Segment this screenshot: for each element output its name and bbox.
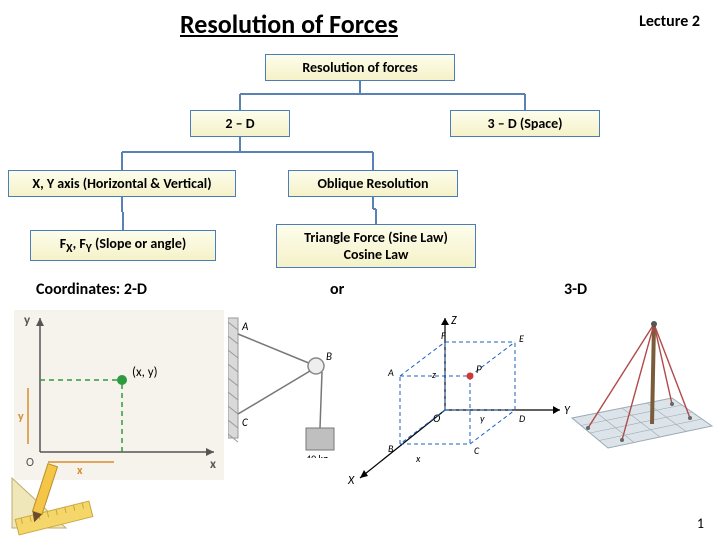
svg-text:C: C bbox=[242, 416, 248, 429]
svg-text:y: y bbox=[480, 412, 485, 425]
diagram-3d-axes: YZXOPABCDEFxyz bbox=[330, 310, 580, 485]
tree-oblique: Oblique Resolution bbox=[288, 170, 458, 197]
svg-text:B: B bbox=[388, 442, 394, 455]
tree-fxfy: FX, FY (Slope or angle) bbox=[30, 230, 216, 261]
tree-2d: 2 – D bbox=[190, 110, 290, 137]
svg-text:X: X bbox=[347, 474, 355, 485]
svg-text:z: z bbox=[432, 368, 436, 381]
svg-text:F: F bbox=[441, 329, 446, 342]
svg-text:Z: Z bbox=[451, 314, 457, 328]
svg-text:40 kg: 40 kg bbox=[306, 452, 328, 458]
tree-root: Resolution of forces bbox=[265, 54, 455, 81]
svg-text:D: D bbox=[519, 412, 525, 425]
label-coord-2d: Coordinates: 2-D bbox=[36, 280, 147, 299]
tree-triangle-force: Triangle Force (Sine Law)Cosine Law bbox=[276, 224, 476, 268]
svg-text:P: P bbox=[476, 363, 482, 376]
svg-text:E: E bbox=[519, 332, 524, 345]
svg-text:y: y bbox=[24, 313, 31, 328]
svg-text:x: x bbox=[415, 452, 421, 465]
svg-text:C: C bbox=[474, 444, 480, 457]
tree-3d: 3 – D (Space) bbox=[450, 110, 600, 137]
page-number: 1 bbox=[697, 515, 704, 532]
tree-xy-axis: X, Y axis (Horizontal & Vertical) bbox=[8, 170, 236, 197]
diagram-2d-coords: xyO(x, y)xy bbox=[14, 310, 224, 480]
label-or: or bbox=[330, 280, 344, 299]
svg-text:A: A bbox=[387, 366, 394, 379]
corner-ruler-icon bbox=[6, 458, 96, 536]
diagram-tripod bbox=[562, 308, 716, 458]
svg-text:x: x bbox=[210, 457, 216, 472]
svg-text:y: y bbox=[18, 410, 24, 424]
svg-text:A: A bbox=[241, 320, 249, 333]
svg-text:(x, y): (x, y) bbox=[132, 365, 158, 380]
label-coord-3d: 3-D bbox=[564, 280, 587, 299]
